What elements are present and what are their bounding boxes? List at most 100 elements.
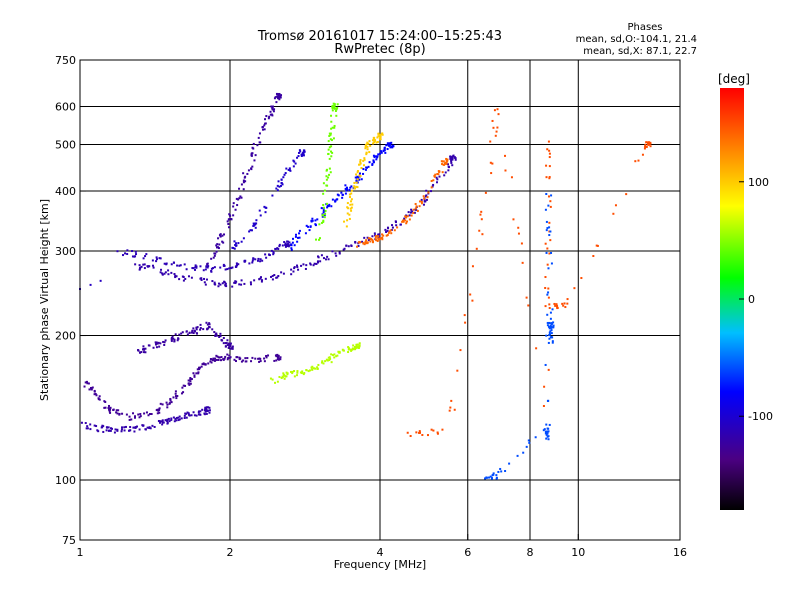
data-point: [277, 94, 280, 97]
grid: [80, 60, 680, 540]
data-point: [430, 186, 433, 189]
data-point: [546, 313, 549, 316]
data-point: [232, 246, 235, 249]
data-point: [220, 339, 223, 342]
data-point: [107, 404, 110, 407]
data-point: [207, 362, 210, 365]
data-point: [475, 247, 478, 250]
data-point: [161, 419, 164, 422]
data-point: [127, 429, 130, 432]
data-point: [205, 406, 208, 409]
data-point: [364, 147, 367, 150]
data-point: [269, 113, 272, 116]
data-point: [548, 177, 551, 180]
data-point: [227, 223, 230, 226]
data-point: [195, 265, 198, 268]
data-point: [276, 355, 279, 358]
data-point: [377, 132, 380, 135]
data-point: [273, 274, 276, 277]
data-point: [330, 120, 333, 123]
data-point: [144, 347, 147, 350]
data-point: [363, 157, 366, 160]
data-point: [139, 415, 142, 418]
data-point: [373, 232, 376, 235]
data-point: [251, 165, 254, 168]
data-point: [322, 203, 325, 206]
colorbar-tick-label: -100: [748, 410, 773, 423]
data-point: [307, 225, 310, 228]
data-point: [181, 331, 184, 334]
data-point: [381, 233, 384, 236]
data-point: [426, 434, 429, 437]
data-point: [290, 273, 293, 276]
data-point: [215, 358, 218, 361]
data-point: [224, 282, 227, 285]
data-point: [215, 334, 218, 337]
data-point: [332, 137, 335, 140]
data-point: [391, 145, 394, 148]
data-point: [173, 338, 176, 341]
data-point: [315, 238, 318, 241]
data-point: [269, 377, 272, 380]
data-point: [170, 401, 173, 404]
data-point: [161, 272, 164, 275]
data-point: [180, 417, 183, 420]
data-point: [327, 356, 330, 359]
data-point: [194, 268, 197, 271]
data-point: [544, 208, 547, 211]
data-point: [554, 304, 557, 307]
data-point: [374, 237, 377, 240]
data-point: [276, 184, 279, 187]
data-point: [159, 271, 162, 274]
data-point: [227, 226, 230, 229]
data-point: [348, 189, 351, 192]
data-point: [355, 343, 358, 346]
data-point: [499, 467, 502, 470]
data-point: [158, 407, 161, 410]
data-point: [132, 426, 135, 429]
data-point: [217, 282, 220, 285]
data-point: [214, 333, 217, 336]
data-point: [548, 176, 551, 179]
data-point: [184, 277, 187, 280]
data-point: [548, 230, 551, 233]
data-point: [521, 261, 524, 264]
data-point: [178, 278, 181, 281]
data-point: [251, 259, 254, 262]
data-point: [324, 212, 327, 215]
data-point: [316, 366, 319, 369]
data-point: [548, 149, 551, 152]
data-point: [207, 265, 210, 268]
data-point: [445, 160, 448, 163]
data-point: [552, 324, 555, 327]
data-point: [208, 322, 211, 325]
data-point: [215, 244, 218, 247]
data-point: [219, 266, 222, 269]
data-point: [451, 158, 454, 161]
data-point: [341, 196, 344, 199]
data-point: [432, 183, 435, 186]
data-point: [298, 149, 301, 152]
data-point: [292, 270, 295, 273]
data-point: [336, 198, 339, 201]
data-point: [548, 303, 551, 306]
data-point: [353, 187, 356, 190]
data-point: [142, 263, 145, 266]
data-point: [235, 262, 238, 265]
data-point: [275, 359, 278, 362]
data-point: [246, 172, 249, 175]
data-point: [138, 416, 141, 419]
data-point: [327, 205, 330, 208]
data-point: [85, 380, 88, 383]
data-point: [330, 139, 333, 142]
data-point: [365, 166, 368, 169]
data-point: [273, 359, 276, 362]
data-point: [265, 206, 268, 209]
data-point: [116, 412, 119, 415]
data-point: [504, 169, 507, 172]
data-point: [277, 248, 280, 251]
data-point: [322, 362, 325, 365]
data-point: [242, 179, 245, 182]
data-point: [350, 198, 353, 201]
data-point: [140, 265, 143, 268]
